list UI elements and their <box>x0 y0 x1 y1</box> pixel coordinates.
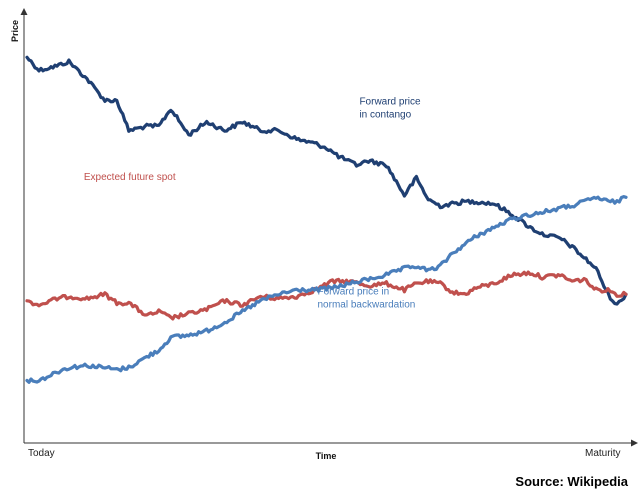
source-caption: Source: Wikipedia <box>515 474 628 489</box>
annotation-layer: Forward price in contango Expected future … <box>84 97 421 311</box>
series-line-1 <box>25 270 628 321</box>
x-axis-title: Time <box>316 451 337 461</box>
axes <box>20 8 638 447</box>
series-annotation-2: Forward price in normal backwardation <box>318 286 416 310</box>
x-tick-label-start: Today <box>28 448 55 459</box>
series-annotation-0: Forward price in contango <box>359 97 421 121</box>
y-axis-title: Price <box>10 20 20 42</box>
y-axis-arrow-icon <box>20 8 28 15</box>
series-layer <box>25 55 628 384</box>
series-line-2 <box>25 195 628 384</box>
x-axis-arrow-icon <box>631 439 638 447</box>
series-annotation-1: Expected future spot <box>84 172 176 183</box>
series-line-0 <box>25 55 628 306</box>
x-tick-label-end: Maturity <box>585 448 621 459</box>
